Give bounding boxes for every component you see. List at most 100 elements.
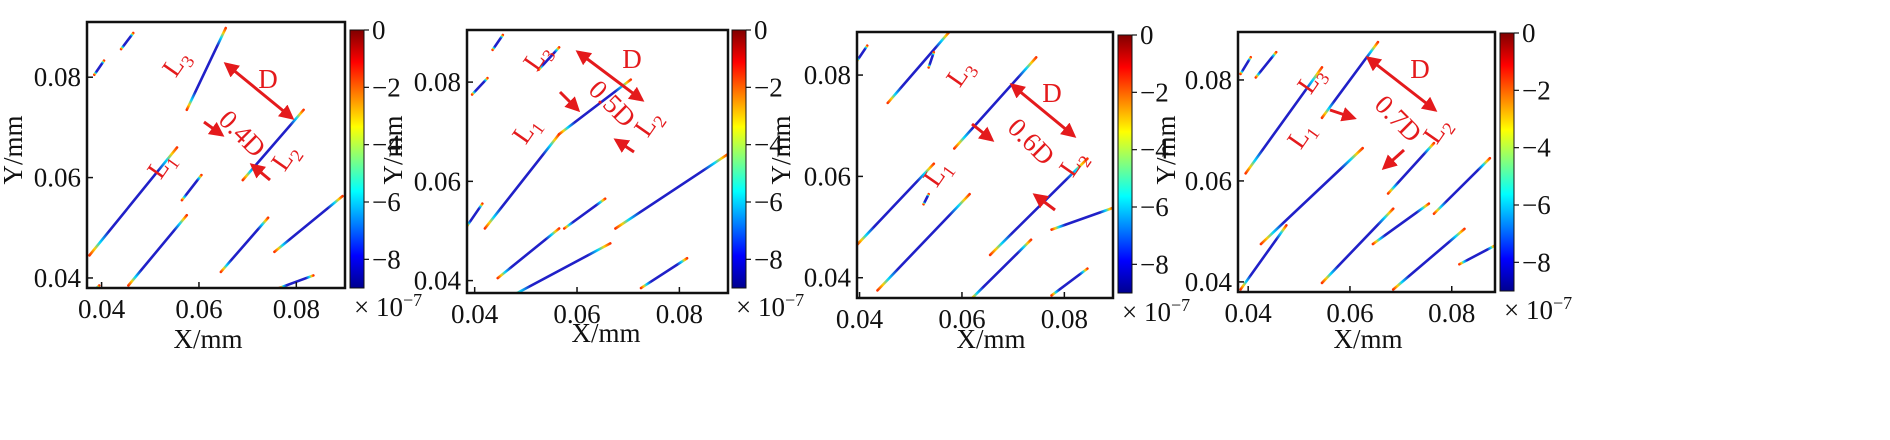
crack-label-l1: L1 xyxy=(917,154,959,194)
colorbar xyxy=(1117,34,1133,294)
contour-panel-4: 0.04 0.06 0.08 0.04 0.06 0.08 X/mm Y/mm 0 −2 −4 −6 −… xyxy=(1151,18,1572,354)
colorbar-tick-label: −4 xyxy=(1522,133,1551,163)
crack-line xyxy=(1391,227,1466,291)
crack-line xyxy=(1386,141,1436,195)
x-tick-label: 0.06 xyxy=(175,294,222,324)
crack-group xyxy=(467,33,728,293)
exponent-base: × 10 xyxy=(1122,297,1171,327)
colorbar-tick-label: −8 xyxy=(1140,249,1169,279)
colorbar xyxy=(1499,32,1515,292)
plot-frame xyxy=(465,28,730,295)
crack-group xyxy=(1239,40,1495,291)
crack-line xyxy=(614,152,728,230)
crack-group xyxy=(88,26,344,288)
crack-line xyxy=(514,242,612,293)
contour-panel-2: 0.04 0.06 0.08 0.04 0.06 0.08 X/mm Y/mm 0 −2 −4 −6 −… xyxy=(378,15,804,348)
colorbar-tick-label: −2 xyxy=(1140,77,1169,107)
x-tick-label: 0.08 xyxy=(1428,298,1475,328)
colorbar xyxy=(349,29,365,289)
x-tick-label: 0.08 xyxy=(273,294,320,324)
colorbar-exponent: × 10−7 xyxy=(736,290,804,322)
offset-arrow-start xyxy=(203,120,225,137)
crack-line xyxy=(927,50,936,69)
y-tick-label: 0.04 xyxy=(34,263,82,293)
spacing-d-arrow xyxy=(1365,56,1438,112)
crack-label-l1: L1 xyxy=(1281,116,1323,156)
crack-label-l2: L2 xyxy=(265,138,307,178)
y-tick-label: 0.06 xyxy=(34,163,81,193)
colorbar-tick-label: −6 xyxy=(1140,192,1169,222)
x-tick-label: 0.06 xyxy=(938,304,985,334)
crack-line xyxy=(857,44,869,63)
colorbar-tick-label: −6 xyxy=(754,187,783,217)
x-tick-label: 0.04 xyxy=(451,299,499,329)
offset-arrow-start xyxy=(1329,107,1357,122)
crack-line xyxy=(88,146,179,257)
crack-line xyxy=(952,56,1038,150)
y-tick-label: 0.08 xyxy=(1185,65,1232,95)
crack-line xyxy=(496,227,561,280)
exponent-power: −7 xyxy=(403,290,422,310)
colorbar-tick-label: 0 xyxy=(1522,18,1536,48)
y-tick-label: 0.06 xyxy=(1185,166,1232,196)
crack-line xyxy=(886,32,951,105)
crack-line xyxy=(1432,156,1492,216)
x-tick-label: 0.04 xyxy=(836,304,884,334)
offset-arrow-end xyxy=(1032,193,1056,212)
crack-line xyxy=(93,59,106,76)
crack-line xyxy=(639,256,689,290)
colorbar-tick-label: 0 xyxy=(754,15,768,45)
y-tick-label: 0.06 xyxy=(414,166,461,196)
crack-line xyxy=(970,238,1033,298)
crack-label-l3: L3 xyxy=(517,38,559,78)
crack-line xyxy=(277,274,315,288)
colorbar-tick-label: −2 xyxy=(1522,75,1551,105)
y-tick-label: 0.06 xyxy=(804,161,851,191)
crack-line xyxy=(127,213,189,287)
colorbar-tick-label: −6 xyxy=(1522,190,1551,220)
y-axis-label: Y/mm xyxy=(378,115,408,184)
spacing-d-arrow xyxy=(223,62,295,120)
spacing-d-label: D xyxy=(622,44,642,74)
crack-line xyxy=(467,202,484,228)
colorbar xyxy=(731,29,747,289)
crack-label-l1: L1 xyxy=(506,111,548,151)
crack-line xyxy=(537,46,561,71)
exponent-power: −7 xyxy=(785,290,804,310)
x-tick-label: 0.08 xyxy=(656,299,703,329)
x-tick-label: 0.04 xyxy=(1225,298,1273,328)
y-axis-label: Y/mm xyxy=(766,115,796,184)
x-tick-label: 0.04 xyxy=(78,294,126,324)
crack-line xyxy=(876,192,971,292)
crack-line xyxy=(1050,267,1089,297)
offset-arrow-end xyxy=(613,138,635,154)
crack-line xyxy=(1239,55,1253,76)
colorbar-tick-label: −8 xyxy=(372,244,401,274)
colorbar-tick-label: −6 xyxy=(372,187,401,217)
crack-line xyxy=(922,192,930,206)
crack-label-l3: L3 xyxy=(1291,61,1333,101)
crack-line xyxy=(1239,224,1288,291)
plot-frame xyxy=(85,20,347,290)
crack-line xyxy=(1320,207,1395,285)
plot-frame xyxy=(1236,30,1497,294)
x-tick-label: 0.06 xyxy=(553,299,600,329)
crack-line xyxy=(180,173,203,202)
exponent-power: −7 xyxy=(1553,293,1572,313)
colorbar-tick-label: −2 xyxy=(372,72,401,102)
contour-panel-3: 0.04 0.06 0.08 0.04 0.06 0.08 X/mm Y/mm 0 −2 −4 −6 −… xyxy=(766,20,1190,354)
spacing-d-label: D xyxy=(1042,78,1062,108)
colorbar-tick-label: −4 xyxy=(372,130,401,160)
spacing-d-label: D xyxy=(258,64,278,94)
crack-line xyxy=(119,31,135,51)
crack-label-l3: L3 xyxy=(940,54,982,94)
crack-line xyxy=(1244,66,1324,175)
crack-label-l3: L3 xyxy=(156,44,198,84)
colorbar-tick-label: 0 xyxy=(372,15,386,45)
colorbar-exponent: × 10−7 xyxy=(1504,293,1572,325)
offset-arrow-start xyxy=(558,90,581,113)
crack-line xyxy=(219,216,270,274)
x-tick-label: 0.06 xyxy=(1326,298,1373,328)
offset-arrow-start xyxy=(971,122,995,142)
